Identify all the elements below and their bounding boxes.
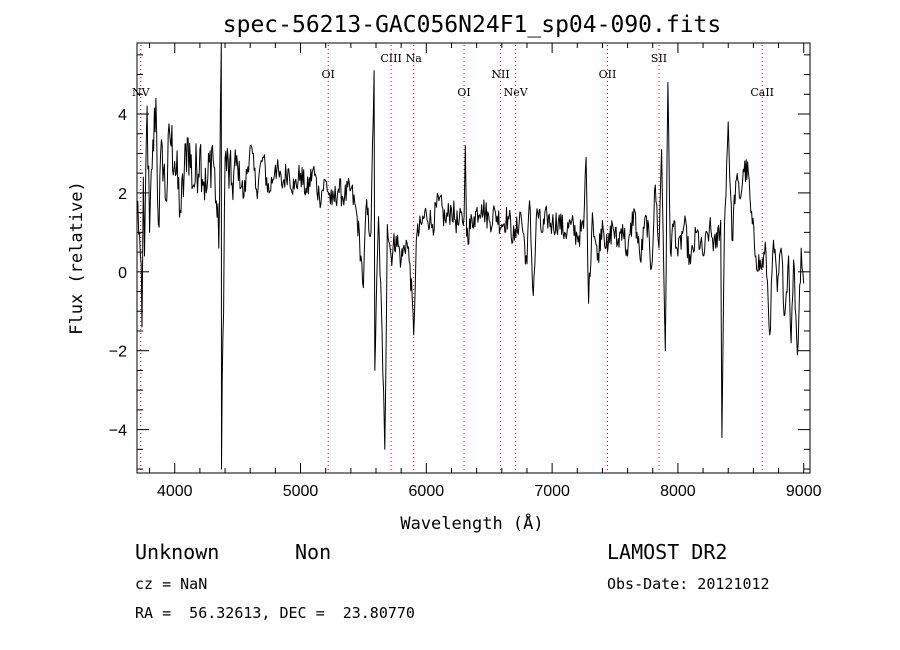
emission-line-label: OI	[457, 86, 470, 99]
emission-line-label: NII	[491, 68, 509, 81]
emission-line-label: NeV	[504, 86, 529, 99]
emission-line-label: Na	[406, 52, 423, 65]
y-tick-label: −2	[109, 344, 127, 361]
coordinates: RA = 56.32613, DEC = 23.80770	[135, 604, 415, 622]
spectrum-line	[136, 42, 805, 470]
x-axis-ticks: 4000 5000 6000 7000 8000 9000	[149, 43, 822, 500]
x-axis-label: Wavelength (Å)	[400, 512, 543, 534]
emission-line-label: NV	[132, 86, 151, 99]
plot-frame	[136, 42, 811, 474]
x-tick-label: 7000	[534, 483, 570, 500]
observation-date: Obs-Date: 20121012	[607, 575, 770, 593]
y-tick-label: 2	[118, 186, 127, 203]
emission-line-label: CIII	[380, 52, 401, 65]
x-tick-label: 5000	[283, 483, 319, 500]
y-axis-ticks: −4 −2 0 2 4	[109, 54, 810, 470]
y-tick-label: 4	[118, 107, 127, 124]
object-class: Unknown	[135, 540, 220, 564]
emission-line-markers: NV OI CIII Na OI NII NeV OII SII CaII	[132, 45, 774, 472]
x-tick-label: 8000	[660, 483, 696, 500]
y-tick-label: 0	[118, 265, 127, 282]
x-tick-label: 4000	[157, 483, 193, 500]
emission-line-label: OII	[599, 68, 617, 81]
x-tick-label: 9000	[786, 483, 822, 500]
x-tick-label: 6000	[409, 483, 445, 500]
object-subclass: Non	[295, 540, 332, 564]
emission-line-label: CaII	[750, 86, 774, 99]
y-axis-label: Flux (relative)	[67, 181, 87, 335]
emission-line-label: OI	[322, 68, 335, 81]
survey-name: LAMOST DR2	[607, 540, 728, 564]
emission-line-label: SII	[651, 52, 667, 65]
spectrum-line-group	[136, 42, 805, 470]
y-tick-label: −4	[109, 423, 127, 440]
redshift-cz: cz = NaN	[135, 575, 208, 593]
chart-title: spec-56213-GAC056N24F1_sp04-090.fits	[223, 12, 722, 38]
